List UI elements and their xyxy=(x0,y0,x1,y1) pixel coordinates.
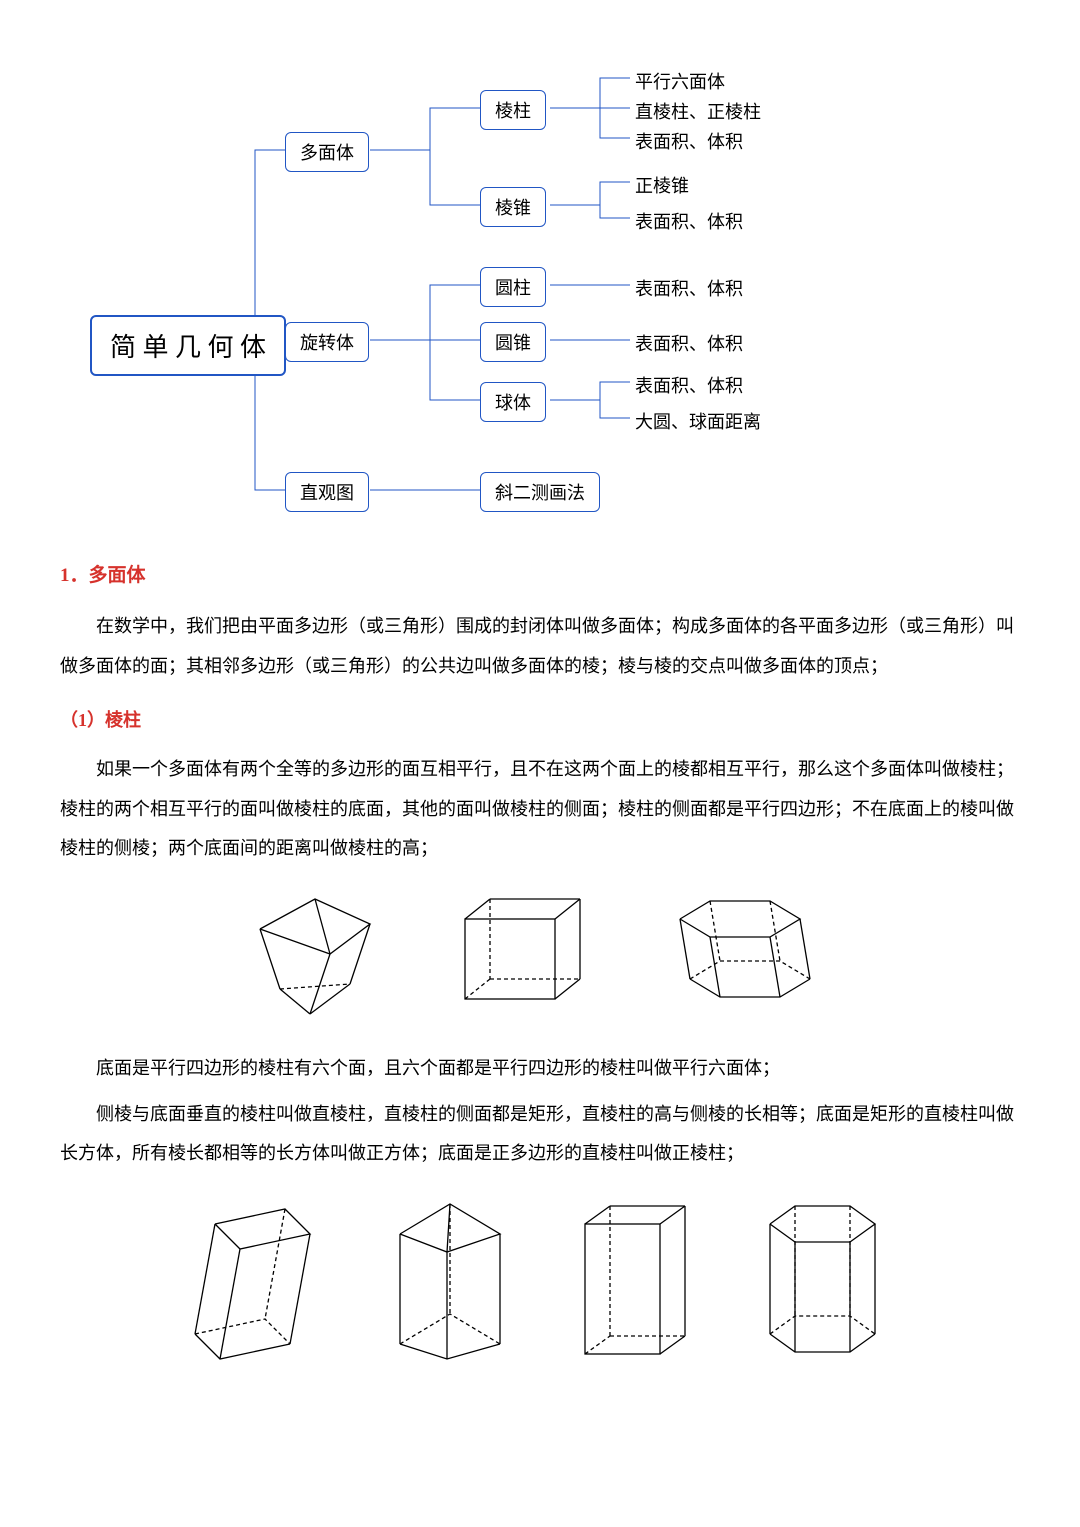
subheading-prism: （1）棱柱 xyxy=(60,706,1020,732)
para-1: 在数学中，我们把由平面多边形（或三角形）围成的封闭体叫做多面体；构成多面体的各平… xyxy=(60,607,1020,686)
para-4: 侧棱与底面垂直的棱柱叫做直棱柱，直棱柱的侧面都是矩形，直棱柱的高与侧棱的长相等；… xyxy=(60,1095,1020,1174)
mm-branch-view: 直观图 xyxy=(285,472,369,512)
mm-leaf: 表面积、体积 xyxy=(635,275,743,301)
shape-tri-prism xyxy=(240,889,390,1019)
mm-node-sphere: 球体 xyxy=(480,382,546,422)
mm-leaf: 表面积、体积 xyxy=(635,128,743,154)
mm-leaf: 大圆、球面距离 xyxy=(635,408,761,434)
para-2: 如果一个多面体有两个全等的多边形的面互相平行，且不在这两个面上的棱都相互平行，那… xyxy=(60,750,1020,869)
mm-leaf: 正棱锥 xyxy=(635,172,689,198)
shape-parallelepiped xyxy=(185,1194,325,1364)
mm-node-cone: 圆锥 xyxy=(480,322,546,362)
mm-root: 简 单 几 何 体 xyxy=(90,315,286,376)
mm-leaf: 直棱柱、正棱柱 xyxy=(635,98,761,124)
shape-cuboid xyxy=(575,1194,695,1364)
shape-tri-right-prism xyxy=(385,1194,515,1364)
mm-leaf: 表面积、体积 xyxy=(635,330,743,356)
mm-node-cylinder: 圆柱 xyxy=(480,267,546,307)
mm-leaf: 表面积、体积 xyxy=(635,372,743,398)
shape-cube-oblique xyxy=(450,889,600,1009)
para-3: 底面是平行四边形的棱柱有六个面，且六个面都是平行四边形的棱柱叫做平行六面体； xyxy=(60,1049,1020,1089)
mm-node-oblique: 斜二测画法 xyxy=(480,472,600,512)
mm-leaf: 表面积、体积 xyxy=(635,208,743,234)
mm-node-prism: 棱柱 xyxy=(480,90,546,130)
mindmap-diagram: 简 单 几 何 体 多面体 旋转体 直观图 棱柱 棱锥 圆柱 圆锥 球体 斜二测… xyxy=(60,60,1020,520)
shapes-row-1 xyxy=(60,889,1020,1019)
mm-branch-polyhedron: 多面体 xyxy=(285,132,369,172)
heading-polyhedron: 1．多面体 xyxy=(60,560,1020,587)
shapes-row-2 xyxy=(60,1194,1020,1364)
mm-branch-rotation: 旋转体 xyxy=(285,322,369,362)
mm-leaf: 平行六面体 xyxy=(635,68,725,94)
mm-node-pyramid: 棱锥 xyxy=(480,187,546,227)
shape-hex-prism xyxy=(660,889,840,1009)
shape-hex-right-prism xyxy=(755,1194,895,1364)
